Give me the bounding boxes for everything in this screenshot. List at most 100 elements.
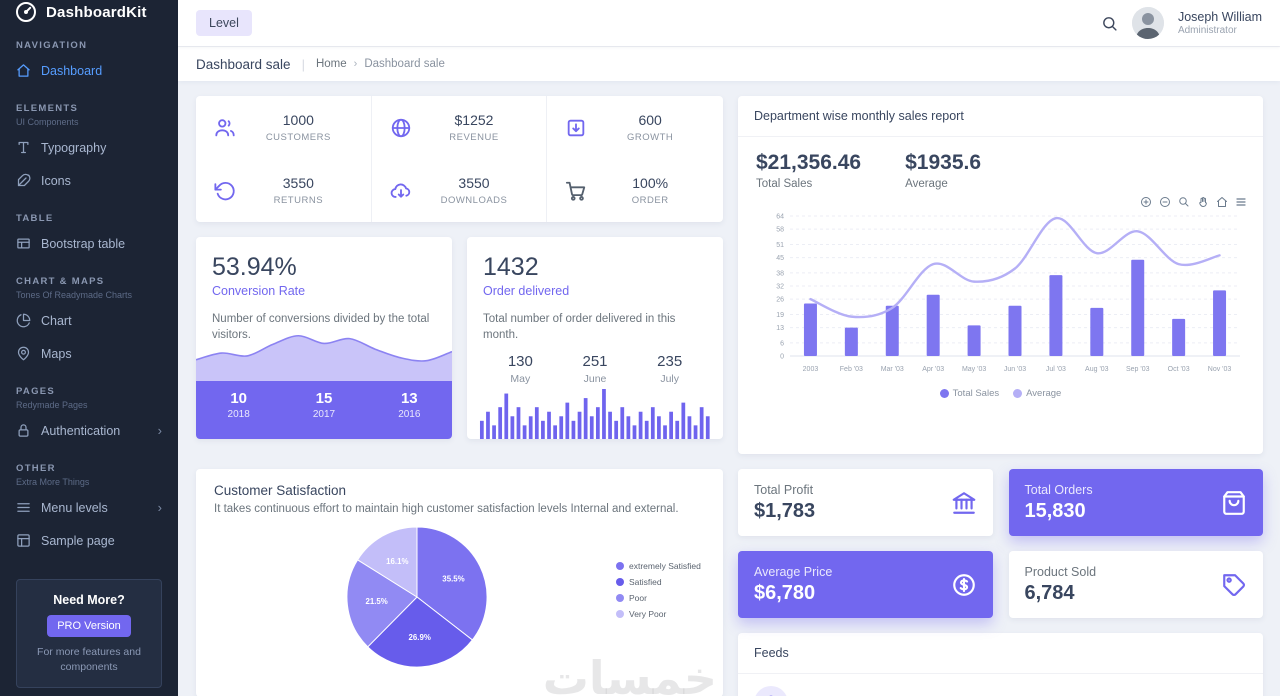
sidebar-item-chart[interactable]: Chart (0, 304, 178, 337)
sidebar-item-label: Chart (41, 313, 72, 328)
orders-description: Total number of order delivered in this … (483, 313, 676, 341)
svg-text:58: 58 (776, 227, 784, 234)
orders-value: 1432 (483, 253, 539, 281)
legend-item[interactable]: Very Poor (616, 609, 701, 619)
average-value: $1935.6 (905, 151, 982, 174)
zoom-out-icon[interactable] (1159, 196, 1171, 208)
pan-icon[interactable] (1197, 196, 1209, 208)
sidebar-item-menu-levels[interactable]: Menu levels › (0, 491, 178, 524)
legend-item[interactable]: Satisfied (616, 577, 701, 587)
svg-text:Jul '03: Jul '03 (1046, 366, 1066, 373)
legend-item[interactable]: Total Sales (939, 388, 999, 399)
svg-text:0: 0 (780, 354, 784, 361)
legend-item[interactable]: extremely Satisfied (616, 561, 701, 571)
feeds-card: Feeds You have 3 pending tasks. Just Now (738, 633, 1263, 696)
sidebar-item-icons[interactable]: Icons (0, 164, 178, 197)
svg-text:26.9%: 26.9% (409, 633, 431, 642)
svg-text:13: 13 (776, 325, 784, 332)
breadcrumb-divider: | (301, 56, 305, 72)
svg-text:16.1%: 16.1% (386, 557, 408, 566)
chevron-right-icon: › (157, 500, 162, 515)
svg-text:21.5%: 21.5% (365, 597, 387, 606)
svg-text:Sep '03: Sep '03 (1126, 366, 1150, 373)
nav-caption-table: TABLE (16, 213, 54, 224)
sidebar-item-typography[interactable]: Typography (0, 131, 178, 164)
legend-item[interactable]: Average (1013, 388, 1061, 399)
month-stat: 251 June (582, 353, 608, 386)
svg-text:Nov '03: Nov '03 (1208, 366, 1232, 373)
user-role: Administrator (1177, 25, 1237, 36)
svg-text:45: 45 (776, 255, 784, 262)
breadcrumb: Dashboard sale | Home › Dashboard sale (178, 46, 1280, 81)
sidebar-item-label: Menu levels (41, 500, 108, 515)
map-pin-icon (16, 346, 31, 361)
feather-icon (16, 173, 31, 188)
conversion-label: Conversion Rate (212, 284, 306, 298)
svg-text:19: 19 (776, 312, 784, 319)
menu-icon[interactable] (1235, 196, 1247, 208)
level-button[interactable]: Level (196, 10, 252, 36)
svg-text:6: 6 (780, 340, 784, 347)
zoom-in-icon[interactable] (1140, 196, 1152, 208)
sidebar: DashboardKit NAVIGATION Dashboard ELEMEN… (0, 0, 178, 696)
satisfaction-description: It takes continuous effort to maintain h… (214, 503, 679, 515)
lock-icon (16, 423, 31, 438)
svg-text:51: 51 (776, 242, 784, 249)
dashboardkit-logo-icon (14, 0, 38, 24)
nav-caption-other: OTHER (16, 463, 56, 474)
kpi-value: 15,830 (1024, 499, 1086, 522)
product-sold-card: Product Sold 6,784 (1008, 551, 1263, 618)
total-sales-value: $21,356.46 (756, 151, 862, 174)
home-icon[interactable] (1216, 196, 1228, 208)
app-logo[interactable]: DashboardKit (0, 0, 178, 24)
kpi-label: Average Price (754, 564, 833, 579)
cloud-download-icon (390, 180, 412, 202)
sidebar-item-dashboard[interactable]: Dashboard (0, 54, 178, 87)
stat-label: REVENUE (449, 132, 499, 143)
zoom-icon[interactable] (1178, 196, 1190, 208)
nav-caption-navigation: NAVIGATION (16, 40, 88, 51)
conversion-rate-card: 53.94% Conversion Rate Number of convers… (196, 237, 452, 439)
sidebar-item-sample-page[interactable]: Sample page (0, 524, 178, 557)
nav-caption-elements: ELEMENTS (16, 103, 79, 114)
pro-version-button[interactable]: PRO Version (47, 615, 131, 637)
month-stat: 235 July (657, 353, 683, 386)
svg-text:2003: 2003 (803, 366, 819, 373)
svg-text:64: 64 (776, 214, 784, 221)
watermark: خمسات (542, 651, 717, 696)
sidebar-item-bootstrap-table[interactable]: Bootstrap table (0, 227, 178, 260)
stat-label: GROWTH (627, 132, 674, 143)
nav-subcaption-pages: Redymade Pages (16, 400, 88, 410)
sales-bar-line-chart[interactable]: 0 6 13 19 26 32 38 45 51 58 64 2003 Feb '03 Mar '03 Ap… (754, 208, 1247, 388)
promo-text: For more features and components (37, 646, 141, 673)
menu-icon (16, 500, 31, 515)
nav-subcaption-other: Extra More Things (16, 477, 90, 487)
stat-customers: 1000 CUSTOMERS (196, 96, 372, 159)
chart-toolbar (738, 192, 1263, 208)
pie-legend: extremely Satisfied Satisfied Poor Very Poo… (616, 561, 701, 619)
sidebar-item-maps[interactable]: Maps (0, 337, 178, 370)
kpi-value: $6,780 (754, 581, 816, 604)
stat-value: 1000 (282, 112, 314, 128)
breadcrumb-current: Dashboard sale (364, 58, 445, 70)
breadcrumb-home-link[interactable]: Home (315, 58, 347, 70)
svg-text:Aug '03: Aug '03 (1085, 366, 1109, 373)
satisfaction-title: Customer Satisfaction (214, 483, 347, 498)
tag-icon (1221, 572, 1247, 598)
feed-item[interactable]: You have 3 pending tasks. Just Now (738, 674, 1263, 696)
app-title: DashboardKit (46, 3, 147, 21)
stat-value: 600 (638, 112, 662, 128)
user-avatar[interactable] (1131, 7, 1164, 39)
sidebar-item-label: Icons (41, 173, 71, 188)
orders-label: Order delivered (483, 284, 570, 298)
orders-bar-chart (479, 389, 710, 439)
search-icon[interactable] (1101, 15, 1118, 32)
user-info[interactable]: Joseph William Administrator (1178, 10, 1262, 36)
layout-icon (16, 533, 31, 548)
topbar: Level Joseph William Administrator (178, 0, 1280, 46)
page-title: Dashboard sale (196, 56, 291, 72)
legend-item[interactable]: Poor (616, 593, 701, 603)
sidebar-item-authentication[interactable]: Authentication › (0, 414, 178, 447)
order-delivered-card: 1432 Order delivered Total number of ord… (467, 237, 723, 439)
total-sales-stat: $21,356.46 Total Sales (756, 151, 861, 190)
